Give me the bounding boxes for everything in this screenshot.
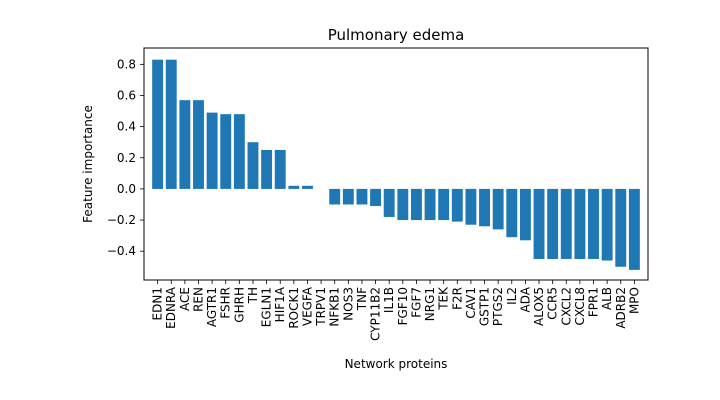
- bar-ednra: [165, 59, 177, 189]
- x-tick-label: CAV1: [464, 287, 478, 319]
- bar-fshr: [220, 114, 232, 189]
- y-tick-label: 0.4: [117, 120, 136, 134]
- x-tick-label: ADRB2: [614, 287, 628, 329]
- x-tick-label: HIF1A: [273, 286, 287, 322]
- x-tick-label: EDN1: [151, 287, 165, 320]
- y-axis-label: Feature importance: [81, 105, 95, 223]
- x-tick-label: FSHR: [219, 287, 233, 319]
- y-tick-label: 0.2: [117, 151, 136, 165]
- bar-hif1a: [274, 149, 286, 189]
- bar-alox5: [533, 188, 545, 259]
- bar-cav1: [465, 188, 477, 225]
- x-tick-label: CXCL2: [559, 287, 573, 325]
- x-tick-label: ADA: [518, 286, 532, 312]
- x-tick-label: VEGFA: [300, 286, 314, 326]
- bar-agtr1: [206, 112, 218, 189]
- x-axis: EDN1 EDNRA ACE REN AGTR1 FSHR GHRH TH EGLN1 HIF1A…: [151, 280, 641, 341]
- bar-ptgs2: [492, 188, 504, 230]
- bar-th: [247, 142, 259, 189]
- bar-nrg1: [424, 188, 436, 221]
- x-tick-label: ACE: [178, 287, 192, 311]
- bar-ada: [519, 188, 531, 241]
- y-tick-label: 0.6: [117, 88, 136, 102]
- bar-adrb2: [615, 188, 627, 267]
- x-tick-label: CXCL8: [573, 287, 587, 325]
- bar-fpr1: [588, 188, 599, 259]
- bar-cxcl2: [560, 188, 572, 259]
- bar-cxcl8: [574, 188, 586, 259]
- x-tick-label: NOS3: [341, 287, 355, 321]
- x-tick-label: MPO: [627, 287, 641, 314]
- x-tick-label: FPR1: [587, 287, 601, 317]
- bar-il1b: [383, 188, 395, 217]
- x-tick-label: FGF7: [409, 287, 423, 318]
- x-tick-label: CCR5: [546, 287, 560, 320]
- bar-ace: [179, 100, 191, 189]
- x-tick-label: EGLN1: [260, 287, 274, 327]
- x-tick-label: IL2: [505, 287, 519, 305]
- y-tick-label: −0.2: [107, 213, 136, 227]
- bar-il2: [506, 188, 518, 238]
- x-tick-label: ALB: [600, 287, 614, 310]
- bar-rock1: [288, 185, 300, 189]
- y-tick-label: −0.4: [107, 244, 136, 258]
- bar-gstp1: [479, 188, 490, 227]
- y-tick-label: 0.0: [117, 182, 136, 196]
- x-tick-label: GHRH: [232, 287, 246, 323]
- bar-mpo: [628, 188, 640, 270]
- x-tick-label: PTGS2: [491, 287, 505, 326]
- bar-tnf: [356, 188, 368, 205]
- x-tick-label: CYP11B2: [369, 287, 383, 341]
- bar-edn1: [152, 59, 164, 189]
- x-tick-label: FGF10: [396, 287, 410, 325]
- bar-nfkb1: [329, 188, 341, 205]
- bar-cyp11b2: [370, 188, 382, 207]
- y-axis: −0.4 −0.2 0.0 0.2 0.4 0.6 0.8: [107, 57, 144, 258]
- x-tick-label: F2R: [450, 287, 464, 310]
- bar-fgf10: [397, 188, 409, 221]
- bar-ghrh: [233, 114, 245, 189]
- y-tick-label: 0.8: [117, 57, 136, 71]
- bar-fgf7: [410, 188, 422, 221]
- x-tick-label: TNF: [355, 287, 369, 311]
- x-tick-label: NFKB1: [328, 287, 342, 327]
- bar-f2r: [451, 188, 463, 222]
- bar-ccr5: [547, 188, 559, 259]
- x-tick-label: TRPV1: [314, 287, 328, 327]
- x-axis-label: Network proteins: [345, 357, 448, 371]
- x-tick-label: ALOX5: [532, 287, 546, 326]
- bar-egln1: [261, 149, 273, 189]
- bars-group: [152, 59, 640, 270]
- x-tick-label: IL1B: [382, 287, 396, 313]
- x-tick-label: REN: [191, 287, 205, 312]
- x-tick-label: EDNRA: [164, 286, 178, 329]
- x-tick-label: NRG1: [423, 287, 437, 321]
- x-tick-label: AGTR1: [205, 287, 219, 327]
- bar-tek: [438, 188, 450, 221]
- x-tick-label: ROCK1: [287, 287, 301, 329]
- chart-title: Pulmonary edema: [328, 26, 465, 44]
- bar-alb: [601, 188, 613, 261]
- x-tick-label: TH: [246, 287, 260, 304]
- plot-frame: [143, 47, 649, 281]
- x-tick-label: TEK: [437, 286, 451, 311]
- bar-vegfa: [302, 185, 313, 189]
- bar-nos3: [342, 188, 354, 205]
- x-tick-label: GSTP1: [478, 287, 492, 326]
- bar-ren: [193, 100, 204, 189]
